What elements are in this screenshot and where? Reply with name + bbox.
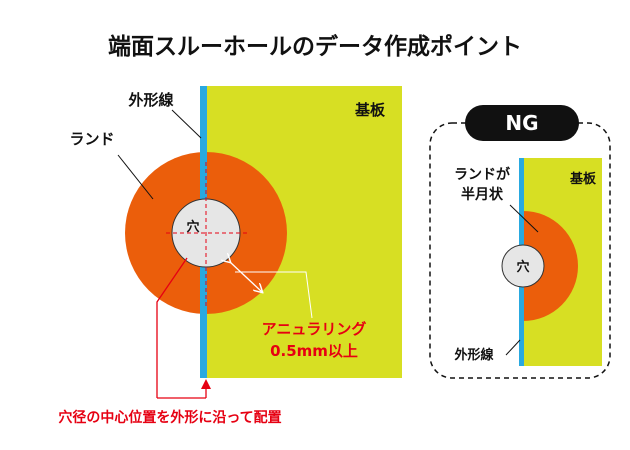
- annular-ring-leader-line: [235, 271, 313, 319]
- hole-center-connector: [156, 257, 188, 398]
- annular-ring-dimension-arrow: [230, 262, 262, 292]
- ng-drill-hole: [501, 244, 545, 288]
- hole-label: 穴: [186, 219, 199, 235]
- diagram-title: 端面スルーホールのデータ作成ポイント: [108, 33, 522, 60]
- ng-land-leader-line: [509, 204, 539, 233]
- ng-land-label-line2: 半月状: [461, 186, 504, 203]
- ng-outline-leader-line: [505, 339, 521, 356]
- land-label: ランド: [69, 130, 114, 148]
- center-position-note: 穴径の中心位置を外形に沿って配置: [58, 409, 281, 426]
- annular-ring-label-line2: 0.5mm以上: [270, 342, 358, 360]
- substrate-label: 基板: [354, 101, 386, 119]
- ng-substrate-label: 基板: [569, 171, 597, 187]
- ng-half-moon-land: [520, 211, 578, 321]
- ng-land-label-line1: ランドが: [454, 166, 511, 183]
- outline-label: 外形線: [127, 91, 173, 109]
- land-leader-line: [117, 154, 154, 200]
- annular-ring-label-line1: アニュラリング: [262, 320, 367, 338]
- ng-hole-label: 穴: [516, 259, 529, 275]
- outline-leader-line: [171, 109, 202, 139]
- ng-badge-label: NG: [505, 111, 538, 135]
- ng-outline-label: 外形線: [453, 347, 494, 363]
- ng-badge: [465, 105, 579, 141]
